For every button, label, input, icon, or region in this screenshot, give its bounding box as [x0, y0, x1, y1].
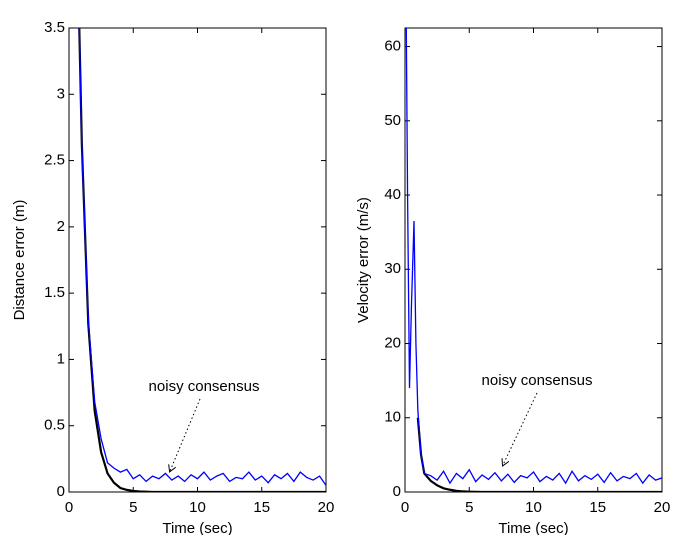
axes-box	[404, 27, 663, 493]
x-tick-label: 10	[525, 499, 542, 516]
y-tick-label: 2.5	[44, 152, 65, 169]
y-tick-label: 1	[57, 350, 65, 367]
x-tick-label: 0	[65, 499, 73, 516]
x-axis-label: Time (sec)	[498, 520, 568, 535]
y-tick-label: 10	[384, 409, 401, 426]
y-tick-label: 50	[384, 112, 401, 129]
annotation-arrow	[503, 392, 538, 465]
y-axis-label: Distance error (m)	[11, 200, 28, 321]
line-series	[78, 28, 326, 486]
y-axis-label: Velocity error (m/s)	[355, 197, 372, 323]
annotation: noisy consensus	[149, 378, 260, 395]
x-tick-label: 5	[465, 499, 473, 516]
x-tick-label: 20	[654, 499, 671, 516]
x-tick-label: 10	[189, 499, 206, 516]
y-tick-label: 2	[57, 218, 65, 235]
y-tick-label: 0	[57, 483, 65, 500]
y-tick-label: 40	[384, 186, 401, 203]
line-series	[78, 28, 326, 492]
y-tick-label: 20	[384, 334, 401, 351]
axes-box	[68, 27, 327, 493]
y-tick-label: 60	[384, 38, 401, 55]
y-tick-label: 1.5	[44, 284, 65, 301]
y-tick-label: 30	[384, 260, 401, 277]
y-tick-label: 3	[57, 85, 65, 102]
y-tick-label: 0.5	[44, 417, 65, 434]
x-tick-label: 0	[401, 499, 409, 516]
y-tick-label: 3.5	[44, 19, 65, 36]
x-tick-label: 20	[318, 499, 335, 516]
line-series	[416, 417, 662, 492]
annotation: noisy consensus	[482, 372, 593, 389]
annotation-arrow	[170, 398, 201, 471]
x-tick-label: 15	[253, 499, 270, 516]
x-tick-label: 5	[129, 499, 137, 516]
y-tick-label: 0	[393, 483, 401, 500]
x-axis-label: Time (sec)	[162, 520, 232, 535]
x-tick-label: 15	[589, 499, 606, 516]
line-series	[405, 28, 662, 485]
